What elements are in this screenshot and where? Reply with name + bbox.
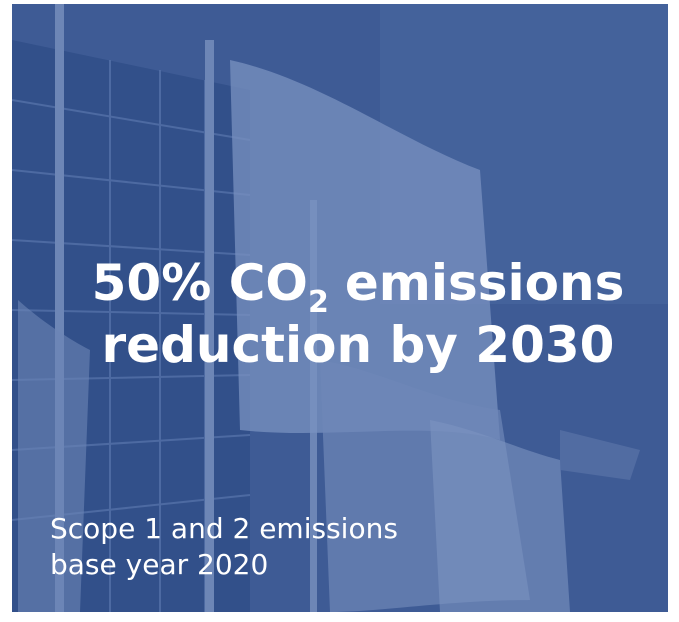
- headline-line-1: 50% CO2 emissions: [92, 254, 625, 320]
- headline-prefix: 50% CO: [92, 254, 308, 312]
- headline-suffix: emissions: [345, 254, 625, 312]
- headline-line-2: reduction by 2030: [102, 316, 615, 374]
- caption-line-1: Scope 1 and 2 emissions: [50, 512, 398, 545]
- caption-line-2: base year 2020: [50, 548, 268, 581]
- headline-subscript: 2: [308, 285, 329, 320]
- page: 50% CO2 emissions reduction by 2030 Scope…: [0, 0, 679, 622]
- tile: 50% CO2 emissions reduction by 2030 Scope…: [0, 0, 679, 622]
